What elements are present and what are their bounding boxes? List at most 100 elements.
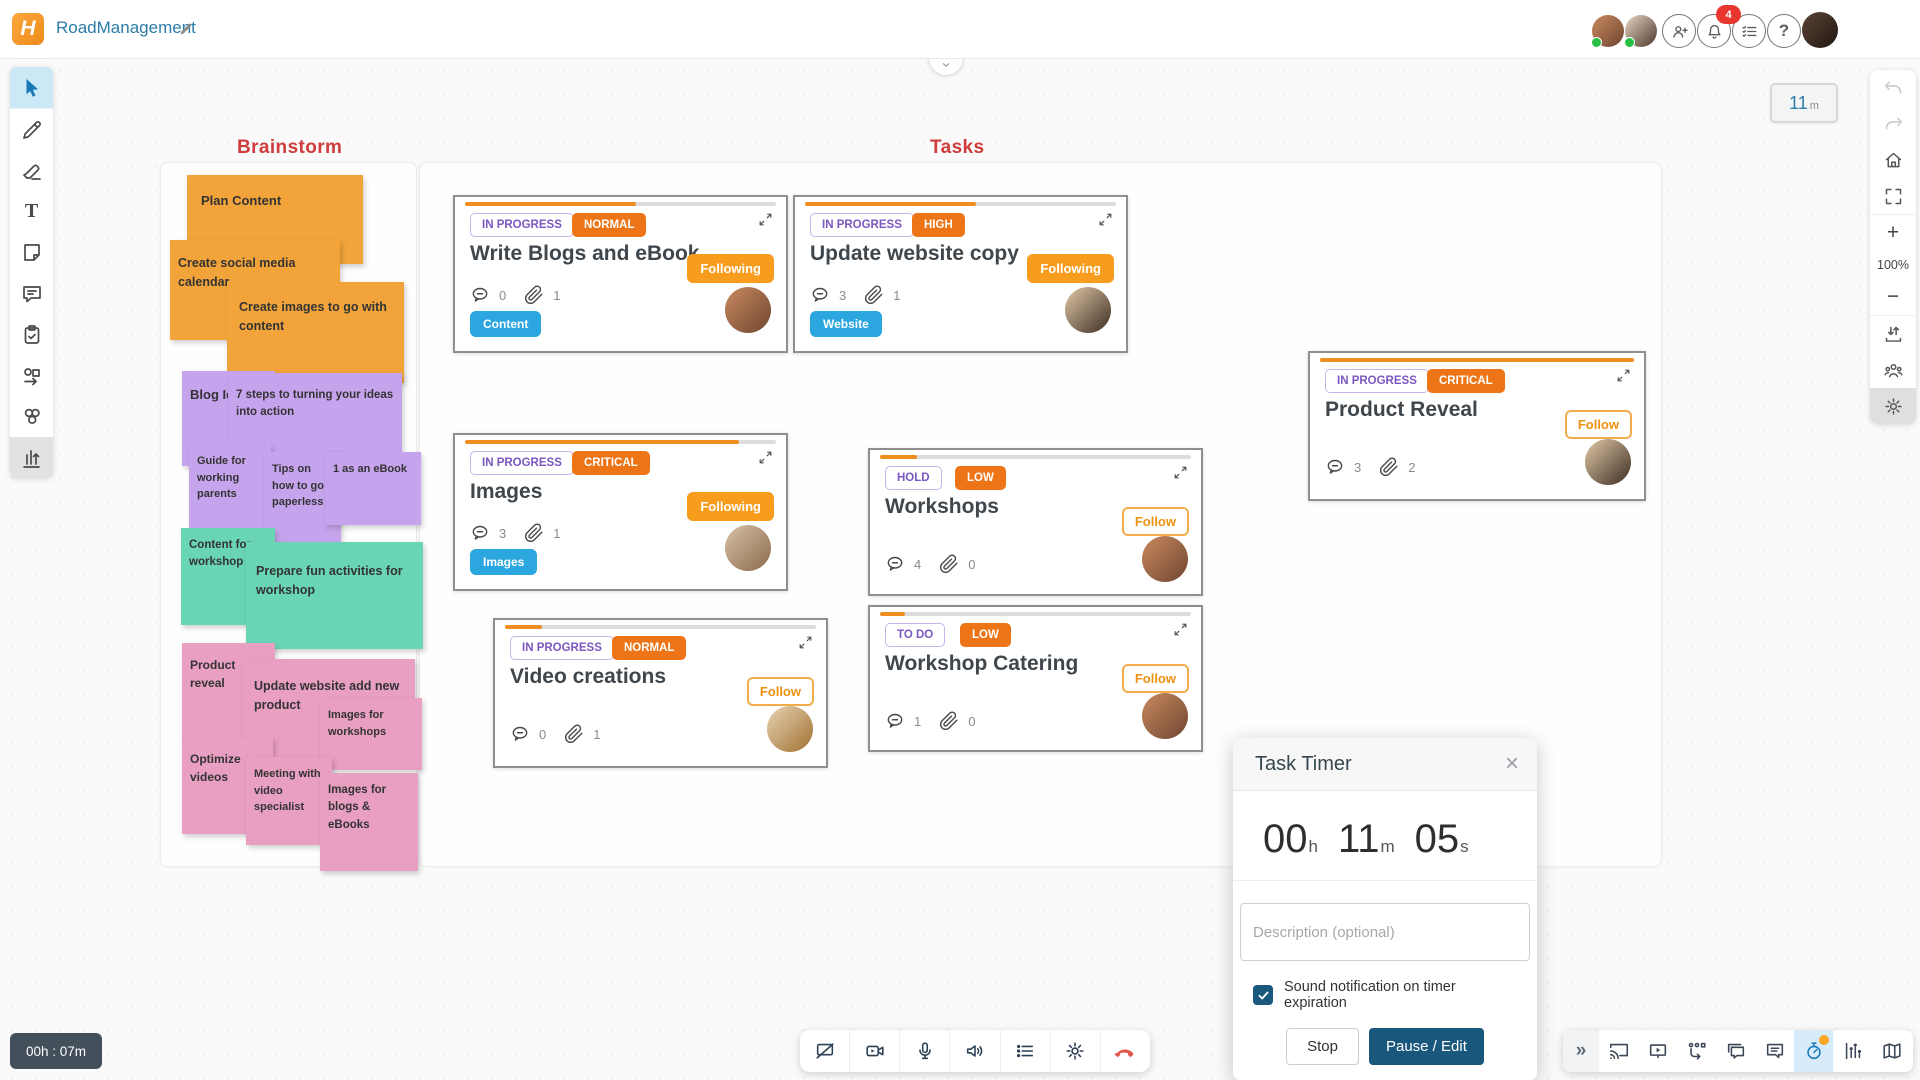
board-title[interactable]: RoadManagement	[56, 18, 196, 37]
export-icon	[1885, 326, 1901, 342]
comments-icon	[1327, 459, 1343, 474]
task-card[interactable]: IN PROGRESS CRITICAL Images Following 3 …	[453, 433, 788, 591]
tool-eraser[interactable]	[10, 150, 53, 191]
collaborator-avatar[interactable]	[1624, 15, 1657, 48]
comment-count: 3	[839, 287, 847, 303]
collaborator-avatar[interactable]	[1591, 15, 1624, 48]
app-logo[interactable]: H	[12, 13, 44, 45]
camera-button[interactable]	[849, 1030, 899, 1072]
invite-user-button[interactable]	[1662, 14, 1696, 48]
user-avatar[interactable]	[1802, 12, 1838, 48]
cast-button[interactable]	[1599, 1030, 1638, 1072]
expand-icon[interactable]	[1097, 211, 1114, 228]
task-card[interactable]: TO DO LOW Workshop Catering Follow 1 0	[868, 605, 1203, 752]
pause-edit-button[interactable]: Pause / Edit	[1368, 1028, 1484, 1065]
zoom-in-button[interactable]: +	[1870, 214, 1916, 251]
expand-icon[interactable]	[797, 634, 814, 651]
screenshare-off-button[interactable]	[800, 1030, 849, 1072]
task-card[interactable]: IN PROGRESS NORMAL Write Blogs and eBook…	[453, 195, 788, 353]
sticky-note[interactable]: Images for workshops	[320, 698, 422, 770]
undo-button[interactable]	[1870, 70, 1916, 106]
tool-text[interactable]: T	[10, 191, 53, 232]
export-button[interactable]	[1870, 315, 1916, 352]
comments-button[interactable]	[1716, 1030, 1755, 1072]
map-button[interactable]	[1872, 1030, 1911, 1072]
task-timer-button[interactable]	[1794, 1030, 1833, 1072]
expand-icon[interactable]	[757, 211, 774, 228]
people-icon	[1883, 363, 1903, 377]
follow-button[interactable]: Follow	[1564, 410, 1632, 439]
close-icon[interactable]: ×	[1504, 750, 1519, 777]
task-card[interactable]: HOLD LOW Workshops Follow 4 0	[868, 448, 1203, 596]
person-add-icon	[1672, 25, 1688, 38]
card-tag[interactable]: Content	[470, 311, 542, 337]
card-meta: 0 1	[470, 285, 569, 305]
timer-description-input[interactable]	[1240, 903, 1530, 961]
board-canvas[interactable]: Brainstorm Tasks Plan Content Create soc…	[0, 58, 1920, 1080]
stop-button[interactable]: Stop	[1286, 1028, 1359, 1065]
assignee-avatar	[725, 287, 771, 333]
collaborators-button[interactable]	[1870, 352, 1916, 388]
card-tag[interactable]: Images	[470, 549, 538, 575]
sticky-note[interactable]: Images for blogs & eBooks	[320, 773, 418, 871]
task-card[interactable]: IN PROGRESS HIGH Update website copy Fol…	[793, 195, 1128, 353]
sticky-note[interactable]: Guide for working parents	[189, 444, 271, 536]
task-card[interactable]: IN PROGRESS NORMAL Video creations Follo…	[493, 618, 828, 768]
sticky-note[interactable]: Create images to go with content	[227, 282, 404, 383]
sticky-note[interactable]: 1 as an eBook	[325, 452, 421, 525]
workflow-button[interactable]	[1677, 1030, 1716, 1072]
sound-checkbox-label: Sound notification on timer expiration	[1284, 979, 1456, 1011]
following-button[interactable]: Following	[1027, 254, 1114, 283]
home-button[interactable]	[1870, 142, 1916, 178]
cast-icon	[1609, 1043, 1628, 1060]
presentation-button[interactable]	[1638, 1030, 1677, 1072]
tool-pen[interactable]	[10, 109, 53, 150]
shapes-connector-icon	[23, 367, 40, 385]
sticky-note[interactable]: Prepare fun activities for workshop	[246, 542, 423, 649]
follow-button[interactable]: Follow	[1121, 664, 1189, 693]
sticky-note[interactable]: Meeting with video specialist	[246, 757, 332, 845]
assignee-avatar	[1142, 536, 1188, 582]
tool-charts[interactable]	[10, 437, 53, 478]
online-status-dot	[1591, 37, 1602, 48]
collapse-bar-button[interactable]: »	[1563, 1030, 1599, 1072]
tool-comment[interactable]	[10, 273, 53, 314]
tool-reactions[interactable]	[10, 396, 53, 437]
help-button[interactable]: ?	[1767, 14, 1801, 48]
expand-icon[interactable]	[1172, 464, 1189, 481]
priority-badge: NORMAL	[572, 213, 647, 237]
following-button[interactable]: Following	[687, 254, 774, 283]
task-timer-header: Task Timer ×	[1233, 738, 1537, 791]
attachment-icon	[1380, 457, 1398, 477]
tool-sticky-note[interactable]	[10, 232, 53, 273]
zoom-level: 100%	[1877, 258, 1909, 272]
chat-button[interactable]	[1755, 1030, 1794, 1072]
sound-checkbox[interactable]	[1253, 985, 1273, 1005]
microphone-button[interactable]	[899, 1030, 949, 1072]
expand-icon[interactable]	[1172, 621, 1189, 638]
tool-shapes[interactable]	[10, 355, 53, 396]
end-call-button[interactable]	[1099, 1030, 1150, 1072]
timer-minutes: 11	[1337, 817, 1380, 861]
board-settings-button[interactable]	[1870, 388, 1916, 424]
edit-title-icon[interactable]	[178, 21, 194, 37]
expand-icon[interactable]	[1615, 367, 1632, 384]
task-card[interactable]: IN PROGRESS CRITICAL Product Reveal Foll…	[1308, 351, 1646, 501]
follow-button[interactable]: Follow	[1121, 507, 1189, 536]
call-settings-button[interactable]	[1049, 1030, 1100, 1072]
checklist-button[interactable]	[1732, 14, 1766, 48]
redo-button[interactable]	[1870, 106, 1916, 142]
zoom-out-button[interactable]: −	[1870, 279, 1916, 315]
pen-icon	[22, 120, 41, 139]
tool-select[interactable]	[10, 67, 53, 109]
bottom-right-bar: »	[1563, 1030, 1913, 1072]
fit-screen-button[interactable]	[1870, 178, 1916, 214]
following-button[interactable]: Following	[687, 492, 774, 521]
follow-button[interactable]: Follow	[746, 677, 814, 706]
expand-icon[interactable]	[757, 449, 774, 466]
card-tag[interactable]: Website	[810, 311, 882, 337]
polls-button[interactable]	[1833, 1030, 1872, 1072]
tool-tasks[interactable]	[10, 314, 53, 355]
speaker-button[interactable]	[949, 1030, 999, 1072]
queue-list-button[interactable]	[999, 1030, 1050, 1072]
